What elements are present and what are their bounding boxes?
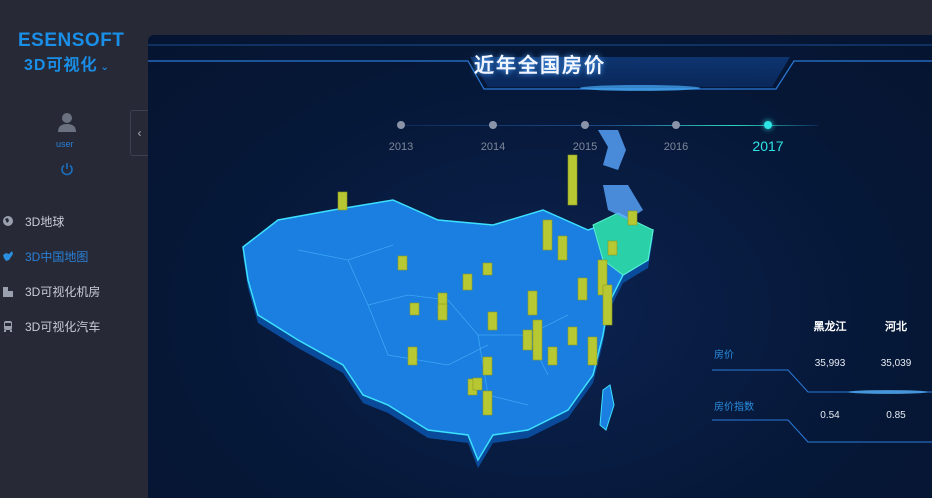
title-banner [148, 44, 932, 91]
province-price-bar[interactable] [462, 273, 473, 291]
province-price-bar[interactable] [597, 259, 608, 296]
timeline-year[interactable]: 2014 [480, 141, 506, 153]
timeline-year[interactable]: 2017 [752, 138, 784, 154]
province-price-bar[interactable] [407, 346, 418, 366]
sidebar-item-label: 3D中国地图 [25, 249, 89, 264]
province-price-bar[interactable] [542, 219, 553, 251]
province-price-bar[interactable] [482, 356, 493, 376]
province-price-bar[interactable] [547, 346, 558, 366]
collapse-sidebar-button[interactable]: ‹ [130, 110, 148, 156]
table-cell: 35,993 [814, 358, 846, 369]
province-price-bar[interactable] [409, 302, 420, 316]
province-price-bar[interactable] [337, 191, 348, 211]
logo: ESENSOFT [18, 30, 125, 51]
province-price-bar[interactable] [522, 329, 533, 351]
timeline-dot-2013[interactable] [397, 121, 405, 129]
car-icon [4, 321, 12, 332]
taiwan [599, 384, 615, 431]
heilongjiang-lifted [598, 130, 643, 220]
sidebar: ESENSOFT 3D可视化 ⌄ user 3D地球 3D中国地图 3D可视化机房… [0, 0, 148, 498]
table-cell: 0.54 [820, 410, 840, 421]
timeline-year[interactable]: 2013 [388, 141, 414, 153]
table-cell: 0.85 [886, 410, 906, 421]
china-3d-map[interactable] [148, 35, 932, 498]
power-icon[interactable] [60, 162, 74, 176]
china-map-icon [3, 251, 13, 261]
province-price-bar[interactable] [527, 290, 538, 316]
price-table: 黑龙江 河北 房价 35,993 35,039 房价指数 0.54 0.85 [708, 310, 932, 460]
username: user [56, 139, 74, 149]
province-price-bar[interactable] [437, 303, 448, 321]
table-lines [712, 369, 932, 443]
chevron-down-icon: ⌄ [100, 62, 110, 73]
sidebar-item-3d-car[interactable]: 3D可视化汽车 [0, 316, 148, 336]
column-header: 河北 [885, 321, 907, 333]
sidebar-item-3d-china-map[interactable]: 3D中国地图 [0, 246, 148, 266]
row-label: 房价指数 [714, 402, 754, 413]
province-price-bar[interactable] [607, 240, 618, 256]
column-header: 黑龙江 [813, 321, 847, 333]
province-price-bar[interactable] [532, 319, 543, 361]
timeline-dot-2016[interactable] [672, 121, 680, 129]
map-panel: 近年全国房价 2013 2014 2015 2016 2017 黑龙江 河北 房价 35… [148, 35, 932, 498]
product-name: 3D可视化 [24, 57, 98, 74]
timeline-track [398, 125, 818, 126]
province-price-bar[interactable] [397, 255, 408, 271]
province-price-bar[interactable] [482, 390, 493, 416]
timeline-dot-2015[interactable] [581, 121, 589, 129]
province-price-bar[interactable] [567, 154, 578, 206]
table-cell: 35,039 [880, 358, 912, 369]
timeline-year[interactable]: 2015 [572, 141, 598, 153]
china-mainland [242, 199, 654, 462]
avatar-icon [58, 113, 76, 132]
province-borders [297, 244, 569, 406]
chevron-left-icon: ‹ [137, 126, 142, 140]
sidebar-item-label: 3D地球 [25, 214, 65, 229]
province-price-bar[interactable] [557, 235, 568, 261]
province-price-bar[interactable] [472, 377, 483, 391]
province-price-bar[interactable] [577, 277, 588, 301]
province-price-bar[interactable] [602, 284, 613, 326]
product-switcher[interactable]: 3D可视化 ⌄ [24, 51, 110, 75]
timeline-year[interactable]: 2016 [663, 141, 689, 153]
province-price-bar[interactable] [482, 262, 493, 276]
building-icon [3, 287, 13, 297]
timeline-dot-2017[interactable] [764, 121, 772, 129]
timeline-dot-2014[interactable] [489, 121, 497, 129]
sidebar-item-label: 3D可视化汽车 [25, 319, 101, 334]
page-title: 近年全国房价 [474, 55, 606, 77]
province-price-bar[interactable] [587, 336, 598, 366]
row-label: 房价 [714, 350, 734, 361]
globe-icon [3, 216, 13, 226]
province-price-bar[interactable] [567, 326, 578, 346]
sidebar-item-label: 3D可视化机房 [25, 284, 101, 299]
sidebar-item-3d-globe[interactable]: 3D地球 [0, 211, 148, 231]
province-price-bar[interactable] [627, 210, 638, 226]
sidebar-item-3d-server-room[interactable]: 3D可视化机房 [0, 281, 148, 301]
province-price-bar[interactable] [487, 311, 498, 331]
